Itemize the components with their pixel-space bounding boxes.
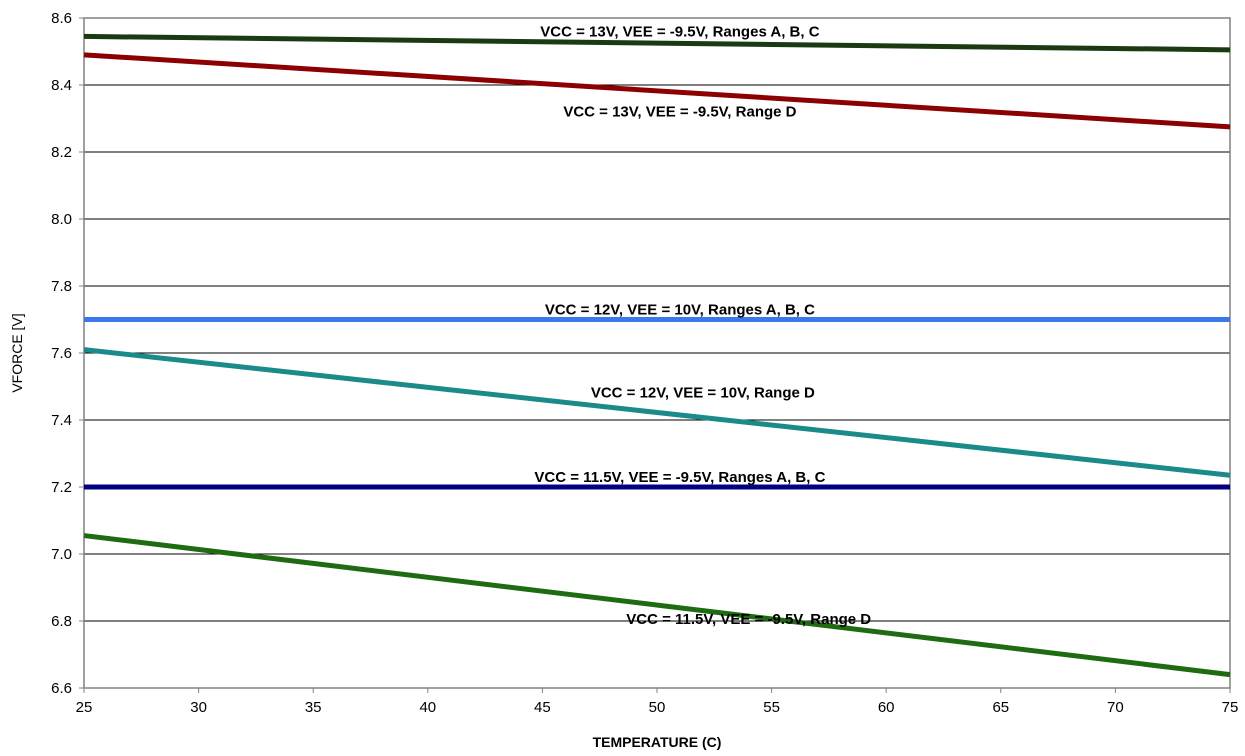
series-group [83, 33, 1231, 678]
y-tick-label: 7.0 [51, 546, 72, 563]
series-label: VCC = 13V, VEE = -9.5V, Ranges A, B, C [540, 23, 819, 40]
series-line [83, 52, 1231, 130]
y-tick-label: 8.2 [51, 144, 72, 161]
x-tick-label: 65 [992, 699, 1009, 716]
y-tick-label: 7.4 [51, 412, 72, 429]
y-tick-label: 7.8 [51, 278, 72, 295]
y-tick-label: 8.4 [51, 77, 72, 94]
series-line [83, 347, 1231, 478]
x-tick-label: 75 [1222, 699, 1239, 716]
y-axis-ticks: 6.6 6.8 7.0 7.2 7.4 7.6 7.8 8.0 8.2 8.4 8.6 [51, 10, 84, 697]
series-label: VCC = 12V, VEE = 10V, Range D [591, 384, 815, 401]
x-tick-label: 35 [305, 699, 322, 716]
x-axis-ticks: 25 30 35 40 45 50 55 60 65 70 75 [76, 688, 1239, 716]
series-line [83, 533, 1231, 678]
y-tick-label: 6.6 [51, 680, 72, 697]
y-axis-title: VFORCE [V] [9, 313, 25, 392]
y-tick-label: 7.6 [51, 345, 72, 362]
x-tick-label: 60 [878, 699, 895, 716]
x-tick-label: 45 [534, 699, 551, 716]
x-tick-label: 40 [419, 699, 436, 716]
x-tick-label: 55 [763, 699, 780, 716]
y-tick-label: 8.6 [51, 10, 72, 27]
x-tick-label: 30 [190, 699, 207, 716]
x-tick-label: 70 [1107, 699, 1124, 716]
series-labels: VCC = 13V, VEE = -9.5V, Ranges A, B, C VC… [534, 23, 871, 628]
y-tick-label: 7.2 [51, 479, 72, 496]
series-label: VCC = 11.5V, VEE = -9.5V, Ranges A, B, C [534, 469, 825, 486]
series-label: VCC = 13V, VEE = -9.5V, Range D [563, 103, 796, 120]
y-tick-label: 6.8 [51, 613, 72, 630]
y-tick-label: 8.0 [51, 211, 72, 228]
series-label: VCC = 11.5V, VEE = -9.5V, Range D [626, 611, 871, 628]
x-axis-title: TEMPERATURE (C) [593, 734, 722, 750]
series-line [83, 33, 1231, 53]
x-tick-label: 50 [649, 699, 666, 716]
x-tick-label: 25 [76, 699, 93, 716]
series-label: VCC = 12V, VEE = 10V, Ranges A, B, C [545, 302, 815, 319]
